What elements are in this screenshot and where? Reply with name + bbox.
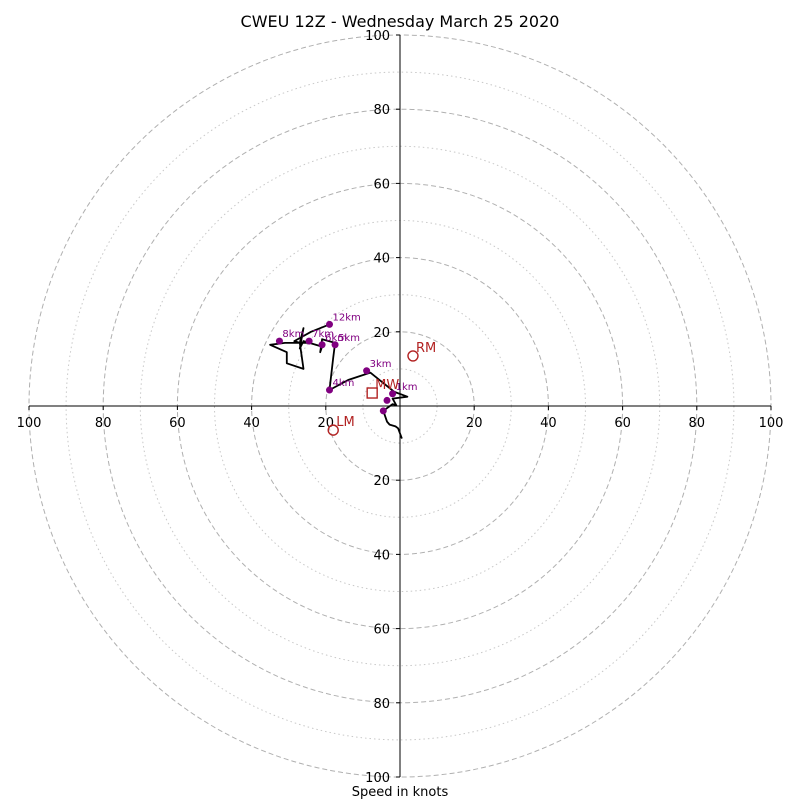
storm-motion-square [366,387,378,399]
axes [29,35,771,777]
storm-motion-circle [327,424,339,436]
hodograph-trace [269,323,409,439]
height-marker-point [305,337,313,345]
y-tick-label: 40 [373,252,390,267]
x-tick-label: 100 [17,416,42,431]
y-tick-label: 100 [365,29,390,44]
height-marker-point [331,341,339,349]
x-tick-label: 100 [759,416,784,431]
height-marker-point [389,390,397,398]
height-marker-point [379,407,387,415]
x-tick-label: 60 [614,416,631,431]
chart-title: CWEU 12Z - Wednesday March 25 2020 [241,12,560,31]
y-tick-label: 40 [373,548,390,563]
y-tick-label: 20 [373,474,390,489]
tick-labels: 100 80 60 40 20 20 40 60 80 100 100 80 60 40 20 20 40 60 8… [17,29,784,786]
y-tick-label: 60 [373,177,390,192]
height-marker-point [318,341,326,349]
x-axis-label: Speed in knots [352,785,449,800]
storm-motion-label: RM [416,341,436,356]
x-tick-label: 20 [318,416,335,431]
y-tick-label: 100 [365,771,390,786]
height-marker-point [326,320,334,328]
height-marker-label: 3km [370,359,392,370]
height-marker-point [383,396,391,404]
height-marker-label: 4km [333,378,355,389]
storm-motion-markers: RM LM MW [327,341,436,436]
x-tick-label: 80 [689,416,706,431]
x-tick-label: 40 [540,416,557,431]
height-marker-label: 5km [338,333,360,344]
height-marker-label: 7km [312,329,334,340]
storm-motion-label: LM [336,415,354,430]
x-tick-label: 80 [95,416,112,431]
y-tick-label: 80 [373,697,390,712]
height-marker-point [326,386,334,394]
storm-motion-circle [407,350,419,362]
height-marker-point [363,367,371,375]
height-marker-point [275,337,283,345]
hodograph-trace-group [269,323,409,439]
y-tick-label: 60 [373,623,390,638]
height-marker-label: 6km [325,333,347,344]
x-tick-label: 60 [169,416,186,431]
storm-motion-label: MW [375,378,399,393]
height-marker-label: 8km [282,329,304,340]
y-tick-label: 20 [373,326,390,341]
height-marker-label: 12km [333,312,361,323]
height-marker-label: 1km [396,382,418,393]
x-tick-label: 40 [243,416,260,431]
x-tick-label: 20 [466,416,483,431]
y-tick-label: 80 [373,103,390,118]
